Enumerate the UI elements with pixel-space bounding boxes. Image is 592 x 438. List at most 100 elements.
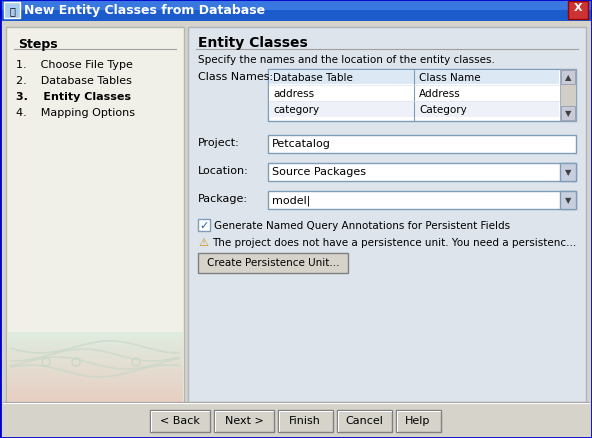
Bar: [7, 394, 183, 395]
Bar: [7, 343, 183, 344]
Bar: [7, 393, 183, 394]
Bar: [7, 372, 183, 373]
Bar: [337, 410, 392, 432]
Bar: [198, 254, 348, 273]
Bar: [0, 10, 592, 11]
Bar: [0, 14, 592, 15]
Bar: [7, 340, 183, 341]
Bar: [7, 362, 183, 363]
Bar: [7, 359, 183, 360]
Text: Finish: Finish: [289, 415, 321, 425]
Bar: [7, 341, 183, 342]
Bar: [7, 391, 183, 392]
Bar: [7, 346, 183, 347]
Bar: [0, 11, 592, 12]
Bar: [7, 376, 183, 377]
Bar: [0, 18, 592, 19]
Bar: [0, 0, 592, 1]
Bar: [7, 349, 183, 350]
Bar: [7, 382, 183, 383]
Bar: [7, 395, 183, 396]
Bar: [7, 342, 183, 343]
Bar: [7, 339, 183, 340]
Bar: [7, 355, 183, 356]
Bar: [7, 350, 183, 351]
Bar: [7, 383, 183, 384]
Bar: [7, 344, 183, 345]
Text: 2.    Database Tables: 2. Database Tables: [16, 76, 132, 86]
Text: Location:: Location:: [198, 166, 249, 176]
Bar: [7, 401, 183, 402]
Text: Project:: Project:: [198, 138, 240, 148]
Bar: [7, 396, 183, 397]
Bar: [7, 397, 183, 398]
Bar: [7, 390, 183, 391]
Text: 1.    Choose File Type: 1. Choose File Type: [16, 60, 133, 70]
Bar: [268, 191, 576, 209]
Bar: [7, 373, 183, 374]
Text: < Back: < Back: [160, 415, 200, 425]
Bar: [269, 71, 559, 85]
Bar: [0, 0, 592, 22]
Text: Cancel: Cancel: [345, 415, 383, 425]
Bar: [561, 71, 575, 85]
Text: Generate Named Query Annotations for Persistent Fields: Generate Named Query Annotations for Per…: [214, 220, 510, 230]
Bar: [7, 370, 183, 371]
Text: Next >: Next >: [224, 415, 263, 425]
Text: ▼: ▼: [565, 168, 571, 177]
Bar: [7, 333, 183, 334]
Text: model|: model|: [272, 194, 310, 205]
Bar: [7, 351, 183, 352]
Bar: [0, 20, 592, 21]
Bar: [7, 337, 183, 338]
Bar: [7, 352, 183, 353]
Bar: [7, 338, 183, 339]
Bar: [7, 353, 183, 354]
Bar: [7, 369, 183, 370]
Text: 🛡: 🛡: [9, 6, 15, 16]
Bar: [7, 378, 183, 379]
Bar: [268, 136, 576, 154]
Bar: [0, 3, 592, 4]
Bar: [7, 388, 183, 389]
Bar: [0, 16, 592, 17]
Text: Category: Category: [419, 105, 466, 115]
Bar: [7, 367, 183, 368]
Bar: [0, 21, 592, 22]
Bar: [268, 70, 576, 122]
Bar: [0, 4, 592, 5]
Bar: [7, 356, 183, 357]
Bar: [7, 363, 183, 364]
Bar: [7, 398, 183, 399]
Text: Specify the names and the location of the entity classes.: Specify the names and the location of th…: [198, 55, 495, 65]
Bar: [7, 386, 183, 387]
Bar: [7, 335, 183, 336]
Bar: [7, 354, 183, 355]
Bar: [0, 2, 592, 3]
Text: ✓: ✓: [200, 220, 209, 230]
Bar: [7, 360, 183, 361]
Bar: [561, 107, 575, 121]
Bar: [7, 384, 183, 385]
Text: Petcatalog: Petcatalog: [272, 139, 331, 148]
Bar: [7, 375, 183, 376]
Bar: [568, 2, 588, 20]
Bar: [7, 336, 183, 337]
Text: ▲: ▲: [565, 73, 571, 82]
Bar: [7, 389, 183, 390]
Bar: [7, 379, 183, 380]
Bar: [0, 12, 592, 13]
Text: Database Table: Database Table: [273, 73, 353, 83]
Bar: [560, 70, 576, 122]
Bar: [7, 377, 183, 378]
Bar: [0, 19, 592, 20]
Bar: [0, 17, 592, 18]
Bar: [7, 381, 183, 382]
Bar: [7, 357, 183, 358]
Bar: [0, 13, 592, 14]
Text: ▼: ▼: [565, 196, 571, 205]
Bar: [198, 219, 210, 231]
Bar: [7, 365, 183, 366]
Bar: [0, 9, 592, 10]
Text: Address: Address: [419, 89, 461, 99]
